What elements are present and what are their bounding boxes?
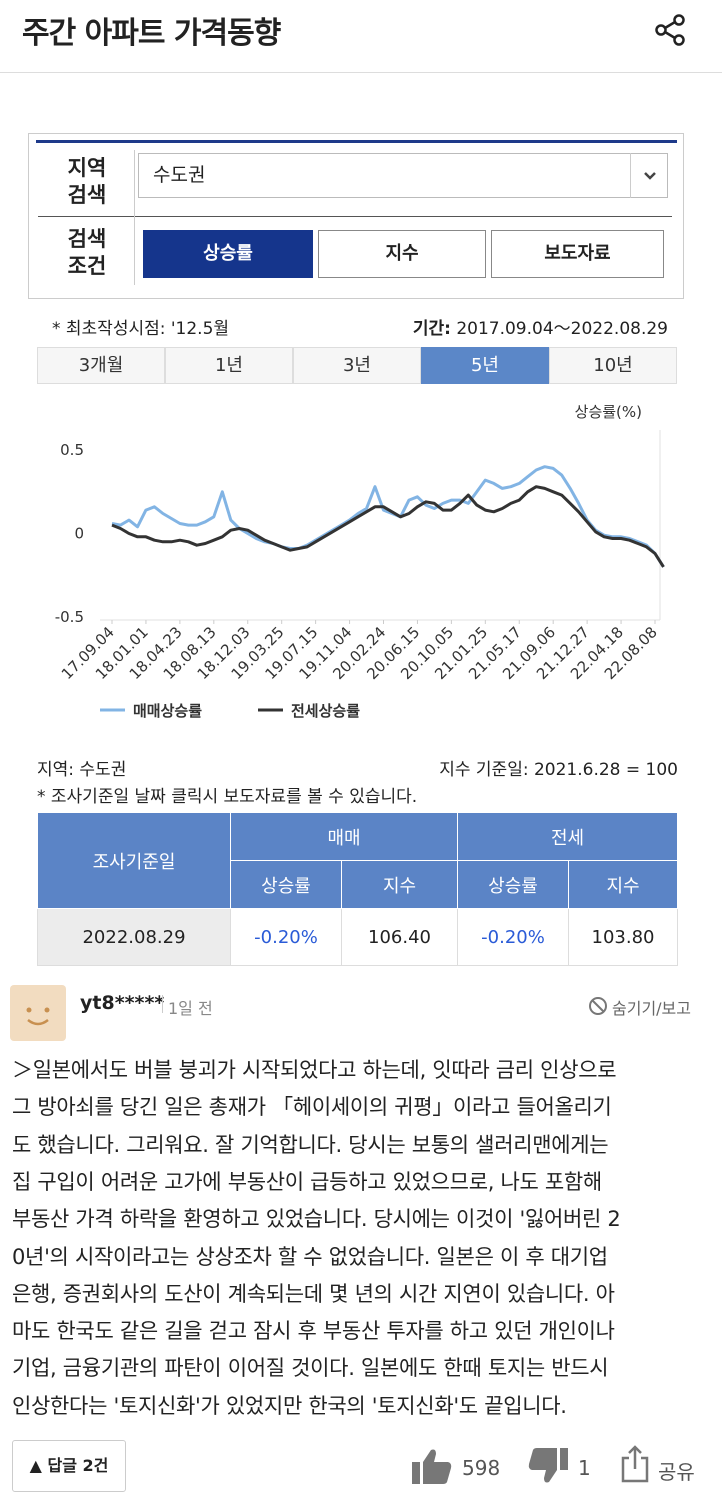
y-tick-label: 0 (74, 525, 84, 543)
legend-label: 전세상승률 (291, 702, 360, 720)
comment-line: 마도 한국도 같은 길을 걷고 잠시 후 부동산 투자를 하고 있던 개인이나 (12, 1319, 615, 1344)
divider (38, 216, 672, 217)
share-label[interactable]: 공유 (658, 1460, 695, 1484)
table-cell: -0.20% (230, 908, 342, 966)
comment-line: 집 구입이 어려운 고가에 부동산이 급등하고 있었으므로, 나도 포함해 (12, 1169, 602, 1194)
reply-count: 답글 2건 (47, 1456, 109, 1475)
comment-user[interactable]: yt8***** (80, 992, 165, 1014)
first-date: * 최초작성시점: '12.5월 (52, 319, 230, 339)
comment-line: 0년'의 시작이라고는 상상조차 할 수 없었습니다. 일본은 이 후 대기업 (12, 1244, 608, 1269)
like-count: 598 (462, 1456, 501, 1480)
table-cell: -0.20% (457, 908, 569, 966)
condition-button[interactable]: 보도자료 (491, 230, 664, 278)
period-tab[interactable]: 10년 (549, 347, 677, 384)
comment-line: 인상한다는 '토지신화'가 있었지만 한국의 '토지신화'도 끝입니다. (12, 1393, 567, 1418)
divider (134, 150, 135, 285)
table-subheader: 지수 (341, 860, 458, 909)
comment-line: 은행, 증권회사의 도산이 계속되는데 몇 년의 시간 지연이 있습니다. 아 (12, 1281, 615, 1306)
chart: 상승률(%) 0.50-0.517.09.0418.01.0118.04.231… (55, 403, 665, 720)
period-tab[interactable]: 3개월 (37, 347, 165, 384)
label-line: 지역 (67, 156, 107, 180)
table-subheader: 상승률 (230, 860, 342, 909)
comment-line: 기업, 금융기관의 파탄이 이어질 것이다. 일본에도 한때 토지는 반드시 (12, 1356, 609, 1381)
avatar (10, 985, 66, 1041)
share-icon[interactable] (620, 1444, 650, 1484)
reply-button[interactable]: ▲ 답글 2건 (12, 1440, 126, 1492)
table-cell: 103.80 (568, 908, 678, 966)
period: 기간: 2017.09.04～2022.08.29 (413, 314, 668, 339)
panel-top-bar (36, 140, 677, 143)
series-line (111, 485, 665, 568)
price-table: 조사기준일 매매 전세 상승률 지수 상승률 지수 2022.08.29 -0.… (37, 812, 678, 966)
comment-time: 1일 전 (168, 999, 213, 1018)
period-value: 2017.09.04～2022.08.29 (456, 319, 668, 339)
divider (0, 72, 722, 73)
table-cell: 106.40 (341, 908, 458, 966)
period-tab[interactable]: 3년 (293, 347, 421, 384)
region-note: 지역: 수도권 (37, 760, 127, 780)
condition-button[interactable]: 지수 (318, 230, 486, 278)
condition-button[interactable]: 상승률 (143, 230, 313, 278)
region-select[interactable]: 수도권 (138, 153, 668, 198)
comment-line: 부동산 가격 하락을 환영하고 있었습니다. 당시에는 이것이 '잃어버린 2 (12, 1207, 621, 1232)
comment-line: 도 했습니다. 그리워요. 잘 기억합니다. 당시는 보통의 샐러리맨에게는 (12, 1132, 609, 1157)
y-tick-label: -0.5 (55, 608, 84, 626)
comment-line: ＞일본에서도 버블 붕괴가 시작되었다고 하는데, 잇따라 금리 인상으로 (12, 1058, 617, 1082)
page-title: 주간 아파트 가격동향 (22, 16, 281, 51)
series-line (111, 465, 665, 568)
dislike-icon[interactable] (526, 1446, 570, 1486)
select-arrow[interactable] (630, 153, 668, 198)
hide-icon[interactable] (588, 996, 608, 1016)
dislike-count: 1 (578, 1456, 591, 1480)
label-line: 검색 (67, 227, 107, 251)
y-tick-label: 0.5 (60, 441, 84, 459)
legend-label: 매매상승률 (133, 702, 202, 720)
comment-line: 그 방아쇠를 당긴 일은 총재가 「헤이세이의 귀평」이라고 들어올리기 (12, 1095, 612, 1120)
table-subheader: 지수 (568, 860, 678, 909)
y-axis-label: 상승률(%) (575, 403, 642, 421)
label-line: 검색 (67, 183, 107, 207)
click-note: * 조사기준일 날짜 클릭시 보도자료를 볼 수 있습니다. (37, 787, 418, 807)
like-icon[interactable] (410, 1446, 454, 1486)
table-header: 조사기준일 (37, 812, 231, 909)
label-line: 조건 (67, 254, 107, 278)
divider (162, 995, 163, 1013)
table-header: 전세 (457, 812, 678, 861)
period-tab[interactable]: 5년 (421, 347, 549, 384)
period-label: 기간: (412, 319, 451, 339)
hide-report[interactable]: 숨기기/보고 (612, 999, 691, 1018)
period-tab[interactable]: 1년 (165, 347, 293, 384)
index-base: 지수 기준일: 2021.6.28 = 100 (439, 760, 678, 780)
table-subheader: 상승률 (457, 860, 569, 909)
table-cell[interactable]: 2022.08.29 (37, 908, 231, 966)
share-icon[interactable] (652, 12, 688, 48)
table-header: 매매 (230, 812, 458, 861)
